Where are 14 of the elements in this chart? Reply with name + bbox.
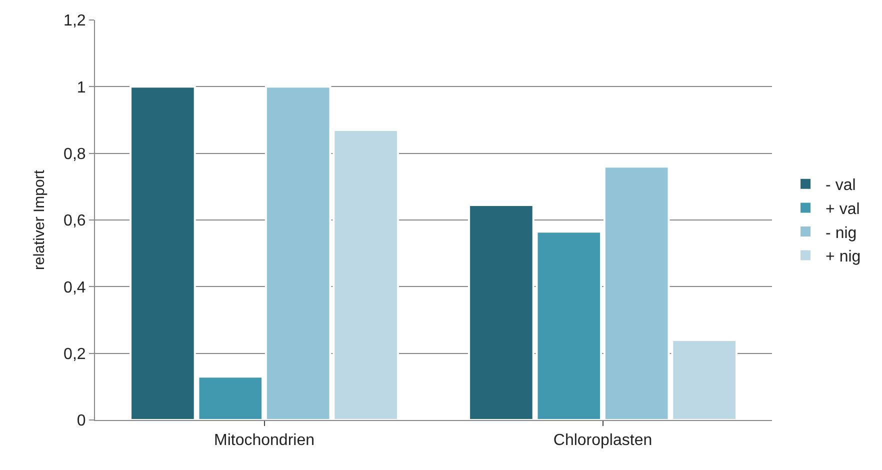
- y-tick-label: 0: [76, 412, 86, 430]
- x-tick-label: Chloroplasten: [553, 432, 652, 450]
- y-tick-label: 1,2: [64, 12, 86, 30]
- legend-label: - val: [826, 177, 856, 194]
- x-tick-label: Mitochondrien: [214, 432, 314, 450]
- y-tick-label: 1: [76, 79, 86, 96]
- y-tick-label: 0,2: [64, 346, 86, 363]
- y-tick-label: 0,8: [64, 146, 86, 163]
- legend-label: + val: [826, 200, 860, 218]
- y-tick-label: 0,4: [64, 279, 86, 296]
- legend-label: - nig: [826, 224, 857, 242]
- y-tick-label: 0,6: [64, 212, 86, 230]
- legend-label: + nig: [826, 248, 861, 266]
- y-axis-title: relativer Import: [30, 169, 48, 270]
